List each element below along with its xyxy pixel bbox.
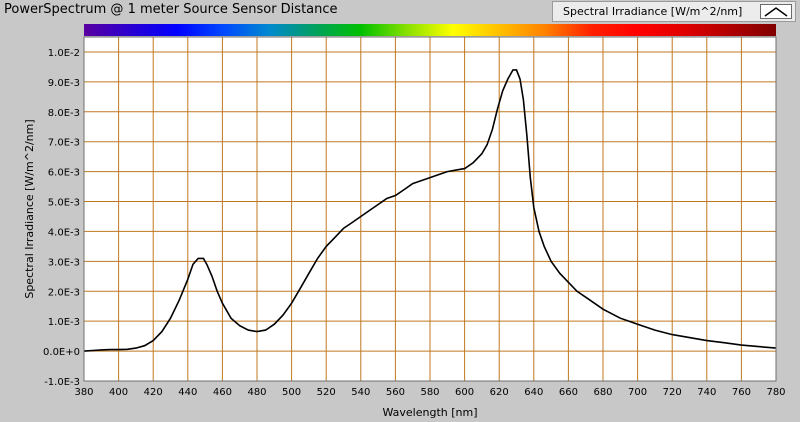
y-tick-label: 6.0E-3 [48, 168, 80, 179]
x-tick-label: 540 [351, 387, 370, 398]
x-tick-label: 600 [455, 387, 474, 398]
legend-series-label: Spectral Irradiance [W/m^2/nm] [563, 5, 743, 18]
y-tick-label: 1.0E-3 [48, 317, 80, 328]
x-tick-label: 460 [213, 387, 232, 398]
legend-line-icon [764, 7, 788, 17]
y-tick-label: 4.0E-3 [48, 227, 80, 238]
x-tick-label: 780 [766, 387, 785, 398]
x-tick-label: 560 [386, 387, 405, 398]
x-tick-label: 700 [628, 387, 647, 398]
plot-border [83, 36, 777, 382]
y-tick-label: 5.0E-3 [48, 198, 80, 209]
y-tick-label: 7.0E-3 [48, 138, 80, 149]
x-tick-label: 760 [732, 387, 751, 398]
x-tick-label: 680 [593, 387, 612, 398]
legend-line-swatch[interactable] [760, 4, 792, 19]
series-line-spectral-irradiance [83, 69, 777, 352]
y-tick-label: 2.0E-3 [48, 287, 80, 298]
x-tick-label: 640 [524, 387, 543, 398]
x-tick-label: 480 [247, 387, 266, 398]
grid-lines [83, 37, 777, 382]
x-tick-label: 720 [663, 387, 682, 398]
x-tick-label: 500 [282, 387, 301, 398]
y-tick-label: 0.0E+0 [43, 347, 80, 358]
y-tick-label: 1.0E-2 [48, 48, 80, 59]
y-tick-label: 8.0E-3 [48, 108, 80, 119]
y-tick-labels: -1.0E-3 0.0E+0 1.0E-3 2.0E-3 3.0E-3 4.0E-3 5.0… [43, 48, 80, 388]
x-tick-label: 440 [178, 387, 197, 398]
x-tick-label: 400 [109, 387, 128, 398]
spectrum-color-bar [84, 24, 776, 36]
x-tick-label: 620 [490, 387, 509, 398]
x-axis-title: Wavelength [nm] [382, 406, 477, 419]
x-tick-label: 380 [74, 387, 93, 398]
y-axis-title: Spectral Irradiance [W/m^2/nm] [23, 119, 36, 298]
x-tick-label: 520 [317, 387, 336, 398]
y-tick-label: 9.0E-3 [48, 78, 80, 89]
y-tick-label: -1.0E-3 [44, 377, 80, 388]
chart-title: PowerSpectrum @ 1 meter Source Sensor Di… [4, 2, 338, 17]
x-tick-label: 740 [697, 387, 716, 398]
y-tick-label: 3.0E-3 [48, 257, 80, 268]
legend[interactable]: Spectral Irradiance [W/m^2/nm] [552, 1, 796, 22]
x-tick-labels: 380 400 420 440 460 480 500 520 540 560 580 600 620 6… [74, 387, 785, 398]
x-tick-label: 580 [420, 387, 439, 398]
x-tick-label: 660 [559, 387, 578, 398]
x-tick-label: 420 [144, 387, 163, 398]
